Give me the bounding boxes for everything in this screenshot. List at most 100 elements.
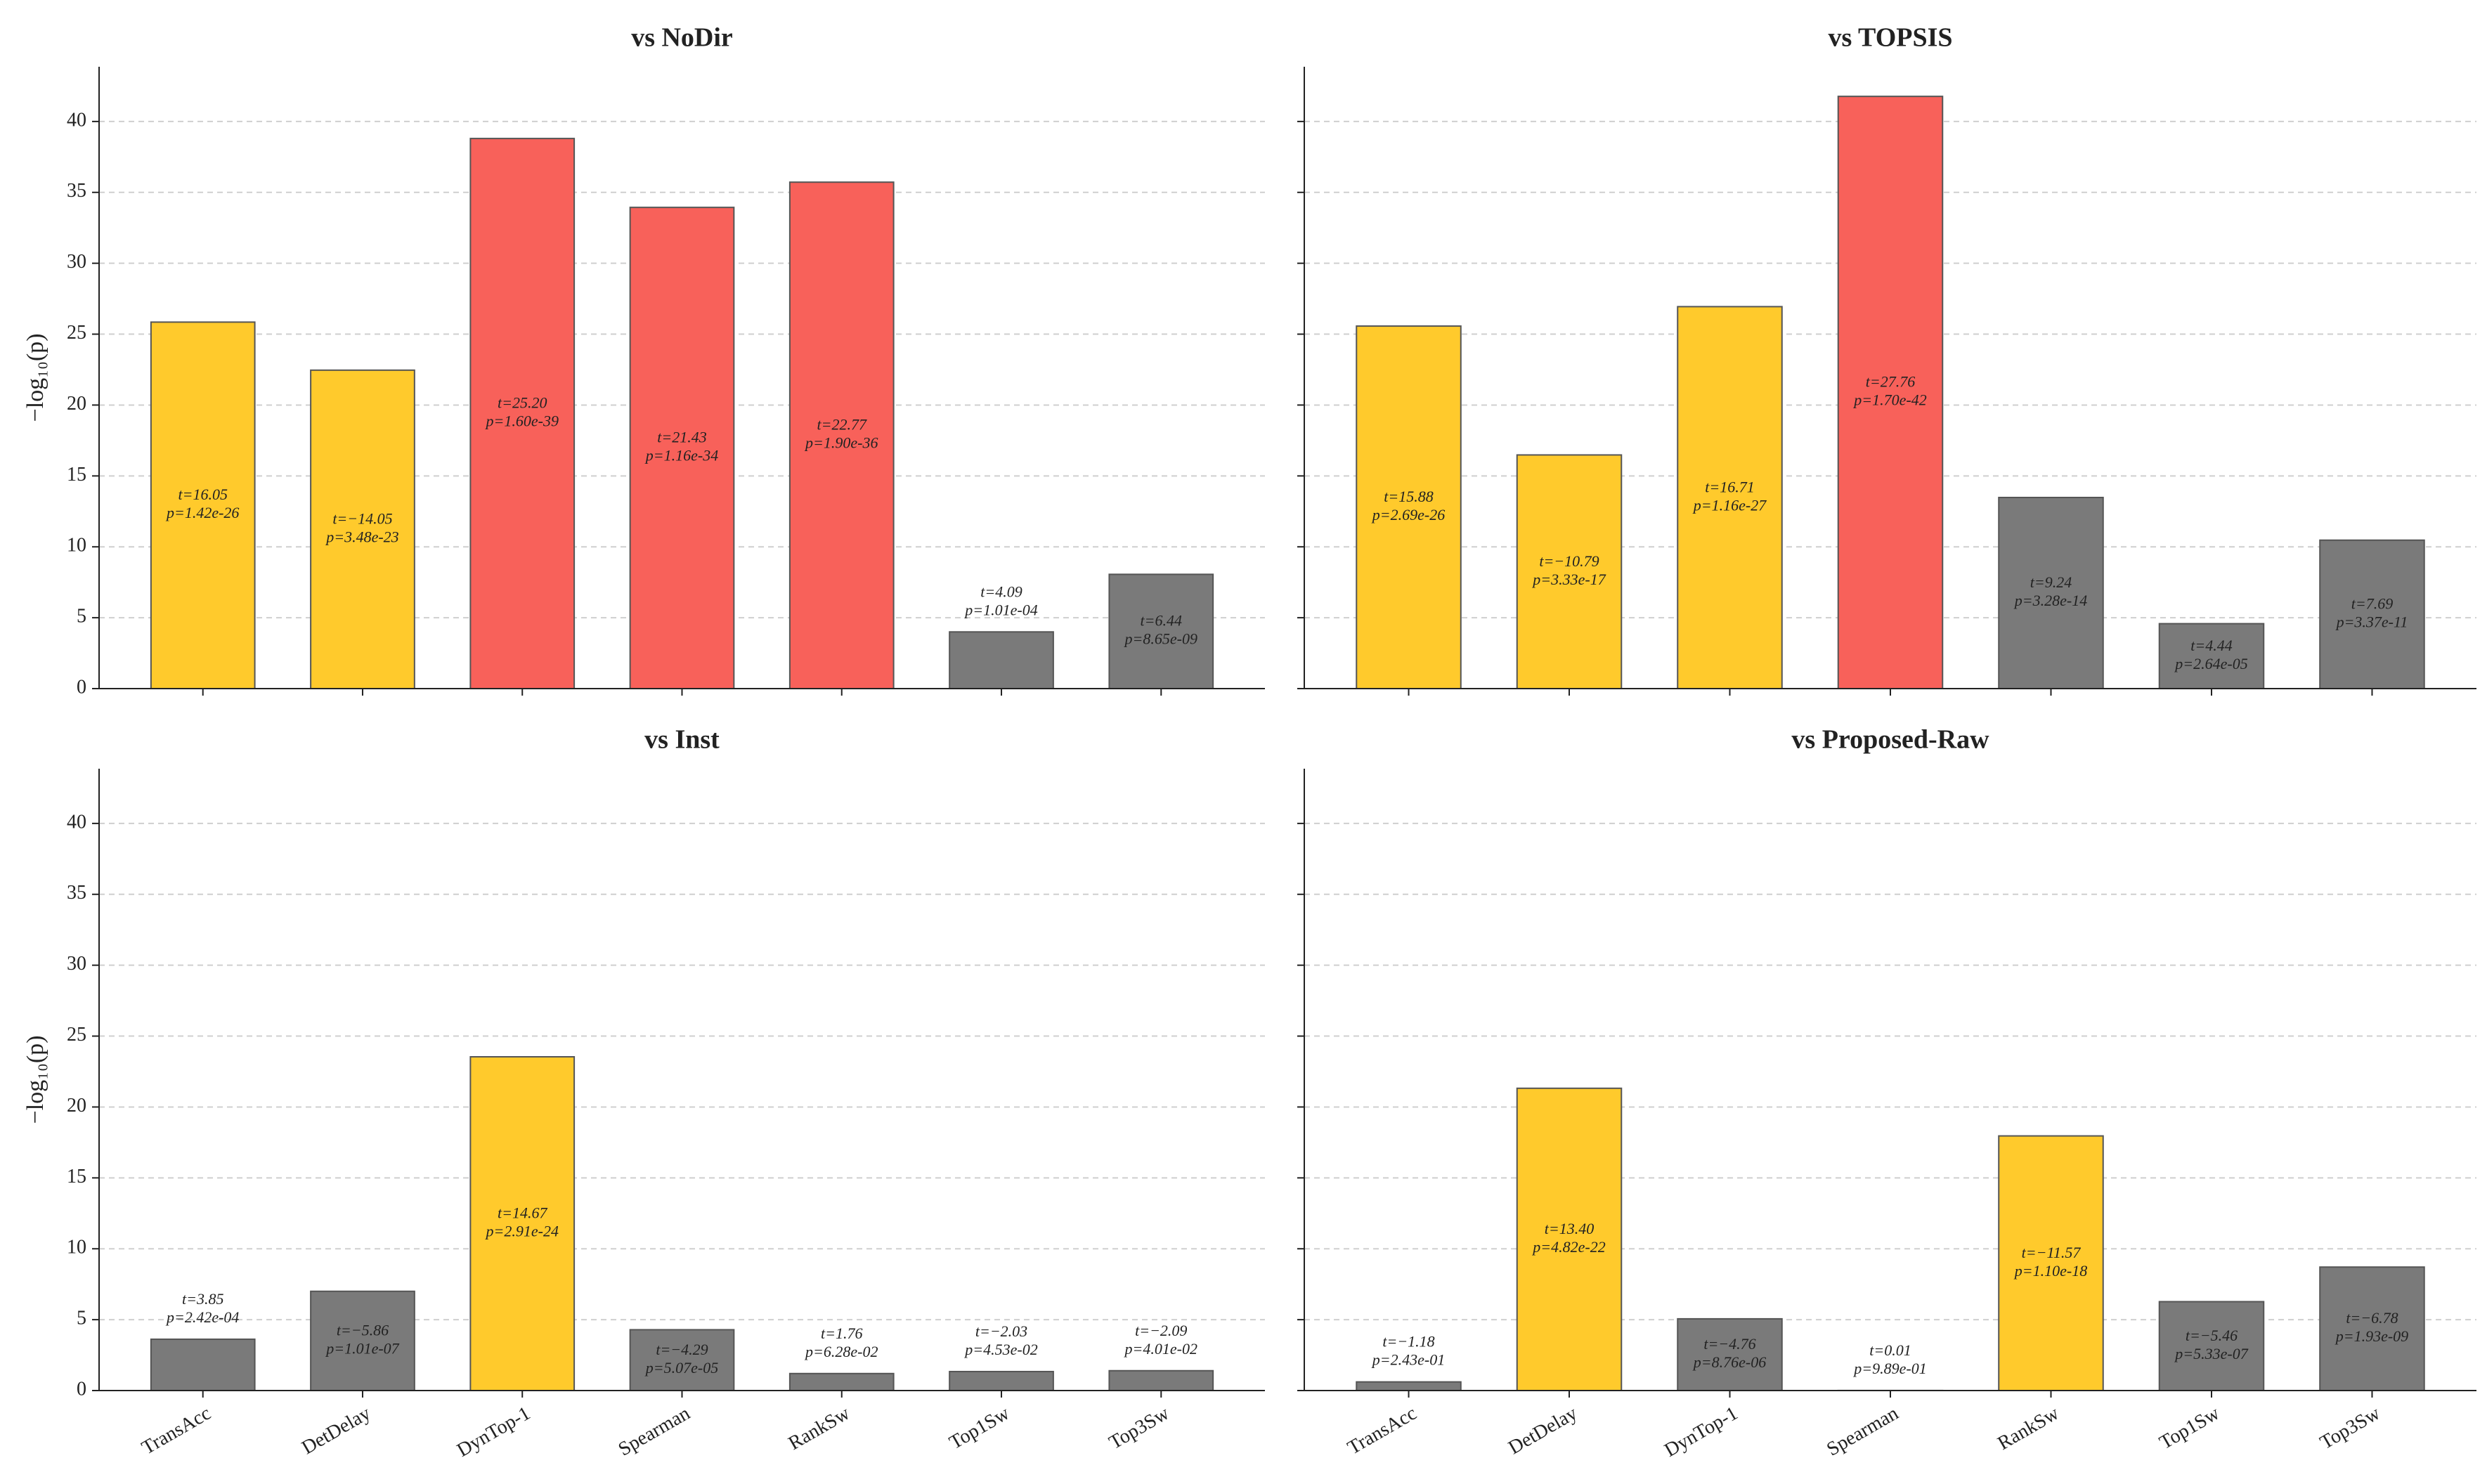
bar-t-label: t=22.77 [817,416,867,434]
bar-p-label: p=3.48e-23 [325,528,398,545]
y-axis-label: −log₁₀(p) [22,334,48,422]
bar [1356,325,1462,689]
y-tick-label: 25 [67,322,86,344]
bar [310,369,415,689]
x-tick-label: RankSw [785,1402,854,1454]
bar-p-label: p=1.01e-04 [963,601,1037,618]
bar-p-label: p=2.64e-05 [2174,655,2247,672]
bar-t-label: t=16.05 [178,486,227,503]
bar-t-label: t=−1.18 [1382,1333,1434,1350]
bar-t-label: t=25.20 [498,394,547,412]
bar-t-label: t=1.76 [821,1324,862,1342]
panel-title: vs Inst [644,725,720,755]
bar [469,138,576,690]
bar-t-label: t=4.09 [980,582,1022,600]
bar-t-label: t=−2.09 [1135,1322,1187,1339]
bar-t-label: t=16.71 [1705,478,1754,495]
bar-t-label: t=−4.29 [656,1341,708,1358]
bar-t-label: t=15.88 [1384,488,1433,505]
y-tick-label: 0 [77,1378,86,1400]
bar [1837,96,1944,689]
bar-p-label: p=6.28e-02 [804,1343,878,1360]
bar [629,207,735,689]
bar-t-label: t=21.43 [657,429,706,446]
x-tick-label: DynTop-1 [453,1402,534,1462]
y-tick-label: 10 [67,535,86,556]
bar [2158,1301,2265,1392]
panel-title: vs Proposed-Raw [1791,725,1989,755]
y-tick-label: 25 [67,1024,86,1046]
y-tick-label: 30 [67,251,86,273]
bar-t-label: t=−5.86 [337,1321,389,1339]
bar-t-label: t=4.44 [2190,637,2232,654]
y-tick-label: 0 [77,676,86,698]
x-tick-label: Top1Sw [2156,1402,2224,1454]
x-tick-label: Top3Sw [2316,1402,2384,1454]
y-tick-label: 35 [67,882,86,904]
bar [1516,454,1623,690]
bar-p-label: p=1.93e-09 [2335,1327,2408,1345]
bar-t-label: t=−14.05 [332,509,392,527]
bar-p-label: p=1.10e-18 [2013,1262,2087,1280]
y-axis-label: −log₁₀(p) [22,1036,48,1124]
x-tick-label: Top3Sw [1105,1402,1174,1454]
x-tick-label: DetDelay [1505,1402,1580,1459]
bar [1998,1135,2104,1392]
bar-p-label: p=3.33e-17 [1531,571,1606,588]
y-tick-label: 10 [67,1237,86,1258]
bar [788,181,895,689]
bar-t-label: t=7.69 [2351,594,2393,612]
bar-p-label: p=2.42e-04 [165,1308,239,1326]
bar [150,321,256,689]
y-tick-label: 15 [67,464,86,486]
bar [1108,1369,1214,1391]
bar-p-label: p=1.01e-07 [325,1339,399,1357]
y-tick-label: 40 [67,109,86,131]
bar-p-label: p=5.33e-07 [2174,1345,2248,1362]
bar-p-label: p=8.65e-09 [1124,630,1197,648]
bar [1108,573,1214,690]
bar [1516,1087,1623,1391]
y-tick-label: 40 [67,811,86,833]
bar [310,1290,415,1391]
bar [1356,1381,1462,1392]
x-tick-label: TransAcc [138,1402,215,1459]
bar-p-label: p=4.01e-02 [1124,1340,1197,1358]
y-tick-label: 20 [67,1095,86,1117]
bar-t-label: t=−5.46 [2186,1327,2238,1344]
x-tick-label: DetDelay [298,1402,374,1459]
bar-t-label: t=−11.57 [2022,1244,2082,1261]
x-tick-label: TransAcc [1344,1402,1420,1459]
bar-p-label: p=8.76e-06 [1692,1353,1766,1371]
y-tick-label: 20 [67,393,86,415]
bar-p-label: p=4.82e-22 [1531,1238,1605,1256]
bar-t-label: t=0.01 [1869,1341,1911,1359]
x-tick-label: Spearman [615,1402,694,1461]
bar [150,1338,256,1391]
bar-p-label: p=3.28e-14 [2013,592,2087,609]
y-tick-label: 5 [77,606,86,627]
y-tick-label: 30 [67,953,86,975]
bar-t-label: t=9.24 [2030,573,2072,591]
panel-title: vs TOPSIS [1828,23,1952,53]
bar-p-label: p=2.69e-26 [1371,506,1445,523]
bar [469,1056,576,1391]
bar-p-label: p=1.42e-26 [165,504,239,521]
bar-p-label: p=3.37e-11 [2335,613,2408,630]
bar-p-label: p=1.16e-34 [644,447,718,464]
bar-t-label: t=14.67 [498,1204,547,1222]
bar-p-label: p=5.07e-05 [644,1359,718,1376]
bar-p-label: p=1.60e-39 [485,412,559,430]
x-tick-label: Spearman [1823,1402,1902,1461]
bar [629,1329,735,1391]
panel-title: vs NoDir [631,23,733,53]
bar [1998,497,2104,689]
bar [949,631,1054,689]
bar [949,1370,1054,1391]
bar-p-label: p=2.91e-24 [485,1223,559,1240]
bar-p-label: p=1.90e-36 [804,434,878,452]
bar [788,1372,895,1392]
bar-p-label: p=1.70e-42 [1852,391,1926,409]
bar-t-label: t=27.76 [1866,373,1915,391]
